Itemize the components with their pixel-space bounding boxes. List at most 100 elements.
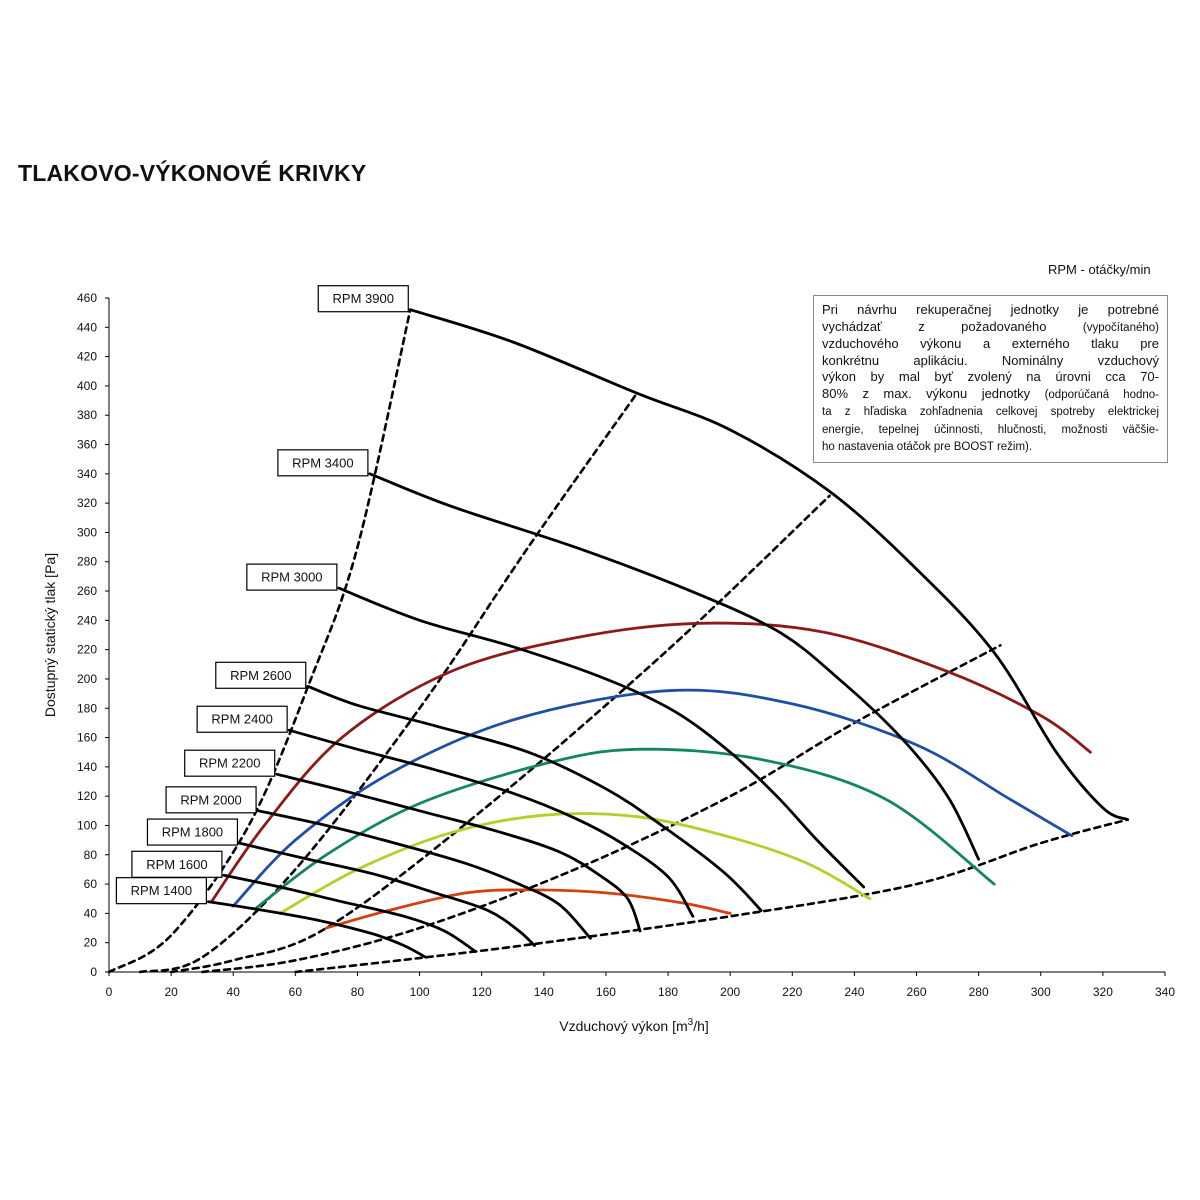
note-line: vychádzať z požadovaného (vypočítaného): [822, 319, 1159, 337]
rpm-label-box: [146, 818, 239, 846]
note-line: ta z hľadiska zohľadnenia celkovej spotr…: [822, 403, 1159, 421]
y-tick-label: 160: [77, 731, 97, 745]
system-curve-dashed: [138, 391, 639, 974]
y-tick-label: 440: [77, 320, 97, 334]
y-tick-label: 280: [77, 555, 97, 569]
rpm-curve-3900: [408, 308, 1130, 821]
note-text: konkrétnu aplikáciu. Nominálny vzduchový: [822, 352, 1159, 368]
system-curve-dashed: [200, 644, 1002, 974]
y-tick-label: 360: [77, 438, 97, 452]
rpm-curve-2400: [287, 728, 695, 918]
x-tick-label: 240: [844, 985, 864, 999]
note-line: Pri návrhu rekuperačnej jednotky je potr…: [822, 302, 1159, 319]
y-tick-label: 120: [77, 789, 97, 803]
y-tick-label: 320: [77, 496, 97, 510]
rpm-curve-2600: [306, 684, 763, 912]
x-tick-label: 300: [1031, 985, 1051, 999]
rpm-label-text: RPM 3400: [292, 455, 353, 470]
axes: 0 20 40 60 80 100 120 140 160 180 200 220 240 260 280 3…: [77, 291, 1175, 999]
note-line: energie, tepelnej účinnosti, hlučnosti, …: [822, 421, 1159, 439]
power-curve-13: [278, 812, 872, 915]
note-text: ho nastavenia otáčok pre BOOST režim).: [822, 441, 1033, 453]
y-tick-label: 420: [77, 350, 97, 364]
rpm-label-text: RPM 3900: [333, 291, 394, 306]
x-tick-label: 40: [227, 985, 241, 999]
x-tick-label: 140: [534, 985, 554, 999]
x-tick-label: 320: [1093, 985, 1113, 999]
y-tick-label: 240: [77, 613, 97, 627]
rpm-curve-2000: [256, 809, 592, 940]
note-text: 80% z max. výkonu jednotky: [822, 385, 1045, 401]
rpm-label: RPM 1800: [146, 818, 239, 846]
rpm-label-box: [165, 786, 257, 814]
rpm-label-box: [184, 749, 276, 777]
rpm-label-box: [277, 449, 369, 477]
x-tick-label: 60: [289, 985, 303, 999]
rpm-label-text: RPM 2400: [211, 712, 272, 727]
y-tick-label: 400: [77, 379, 97, 393]
rpm-curve-3000: [337, 586, 866, 889]
rpm-label-text: RPM 2600: [230, 668, 291, 683]
y-axis-title: Dostupný statický tlak [Pa]: [42, 553, 58, 717]
rpm-label: RPM 2000: [165, 786, 257, 814]
rpm-label-box: [115, 877, 207, 905]
rpm-curve-1800: [238, 841, 536, 947]
color-curves: [210, 621, 1092, 930]
note-line: konkrétnu aplikáciu. Nominálny vzduchový: [822, 353, 1159, 370]
rpm-label: RPM 2200: [184, 749, 276, 777]
y-tick-label: 20: [84, 936, 98, 950]
page-title: TLAKOVO-VÝKONOVÉ KRIVKY: [18, 160, 367, 186]
x-tick-label: 20: [164, 985, 178, 999]
y-tick-label: 180: [77, 701, 97, 715]
rpm-label-text: RPM 1600: [146, 857, 207, 872]
y-tick-label: 460: [77, 291, 97, 305]
rpm-labels: RPM 3900 RPM 3400 RPM 3000 RPM 2600 RPM 2400…: [115, 285, 409, 905]
rpm-label-box: [196, 705, 288, 733]
note-text: energie, tepelnej účinnosti, hlučnosti, …: [822, 423, 1159, 436]
rpm-label-text: RPM 1800: [162, 825, 223, 840]
rpm-label: RPM 3400: [277, 449, 369, 477]
power-curve-11: [231, 688, 1074, 908]
rpm-caption: RPM - otáčky/min: [1048, 262, 1151, 277]
rpm-label-text: RPM 3000: [261, 570, 322, 585]
note-text: vzduchového výkonu a externého tlaku pre: [822, 336, 1159, 351]
rpm-label-text: RPM 2000: [180, 792, 241, 807]
rpm-curve-3400: [368, 472, 980, 861]
y-tick-label: 80: [84, 848, 98, 862]
rpm-label-text: RPM 2200: [199, 756, 260, 771]
y-tick-label: 100: [77, 818, 97, 832]
note-text: výkon by mal byť zvolený na úrovni cca 7…: [822, 369, 1159, 384]
rpm-label: RPM 3900: [317, 285, 409, 313]
x-tick-label: 220: [782, 985, 802, 999]
note-line: 80% z max. výkonu jednotky (odporúčaná h…: [822, 386, 1159, 404]
x-tick-label: 200: [720, 985, 740, 999]
rpm-label-text: RPM 1400: [131, 883, 192, 898]
rpm-label-box: [317, 285, 409, 313]
rpm-label: RPM 2600: [215, 661, 307, 689]
x-tick-label: 340: [1155, 985, 1175, 999]
x-tick-label: 260: [907, 985, 927, 999]
system-curve-dashed: [107, 308, 412, 974]
note-text: (odporúčaná hodno-: [1044, 388, 1159, 401]
x-axis-title: Vzduchový výkon [m3/h]: [559, 1017, 709, 1034]
y-tick-label: 200: [77, 672, 97, 686]
x-tick-label: 180: [658, 985, 678, 999]
y-tick-label: 340: [77, 467, 97, 481]
y-tick-label: 40: [84, 906, 98, 920]
rpm-curves: [207, 308, 1130, 959]
rpm-curve-1600: [222, 873, 477, 953]
note-line: ho nastavenia otáčok pre BOOST režim).: [822, 438, 1159, 456]
note-line: vzduchového výkonu a externého tlaku pre: [822, 336, 1159, 353]
x-tick-label: 80: [351, 985, 365, 999]
note-text: ta z hľadiska zohľadnenia celkovej spotr…: [822, 406, 1159, 418]
y-tick-label: 380: [77, 408, 97, 422]
power-curve-14: [325, 888, 732, 930]
rpm-label: RPM 3000: [246, 563, 338, 591]
design-note: Pri návrhu rekuperačnej jednotky je potr…: [813, 295, 1168, 463]
note-text: (vypočítaného): [1082, 321, 1159, 334]
y-tick-label: 300: [77, 525, 97, 539]
y-tick-label: 260: [77, 584, 97, 598]
power-curve-12: [253, 747, 996, 911]
y-tick-label: 0: [90, 965, 97, 979]
rpm-label: RPM 2400: [196, 705, 288, 733]
